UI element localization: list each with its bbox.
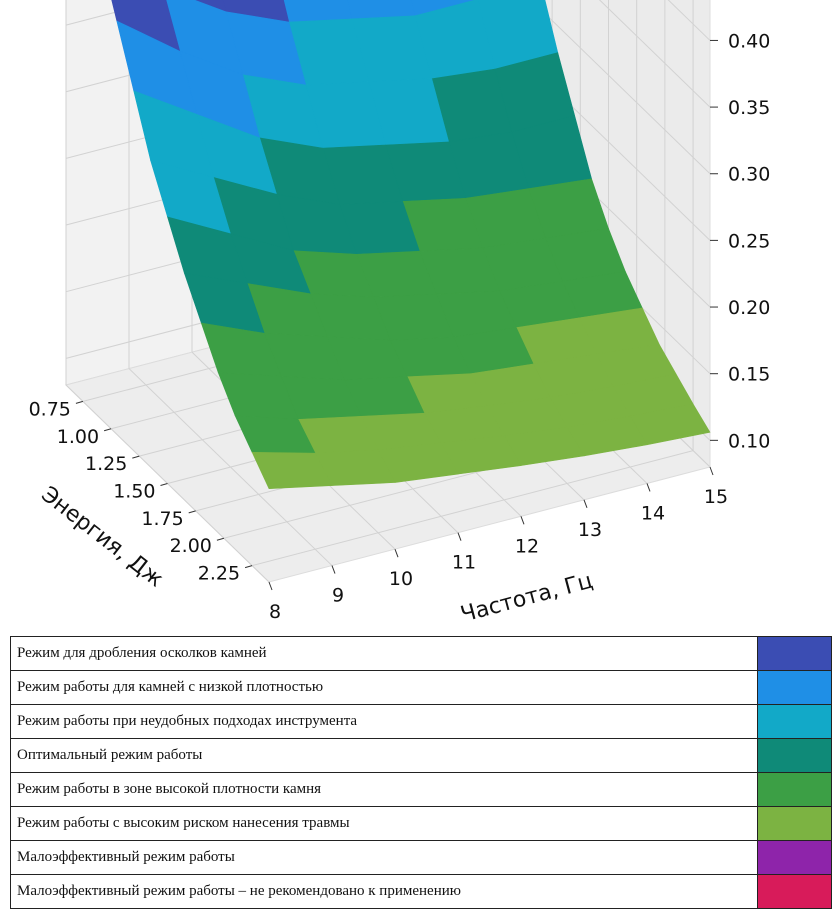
floor-grid-frequency bbox=[128, 368, 333, 566]
frequency-tick bbox=[268, 581, 273, 591]
legend-color-swatch bbox=[757, 670, 832, 705]
z-tick-label: 0.15 bbox=[728, 364, 770, 386]
surface-chart: 0.75 1.00 1.25 1.50 1.75 2.00 2.25 8 9 10 11 12 13 14… bbox=[29, 0, 771, 628]
frequency-tick-label: 9 bbox=[332, 585, 344, 607]
frequency-tick-label: 11 bbox=[452, 552, 476, 574]
legend-label: Режим для дробления осколков камней bbox=[10, 636, 758, 671]
legend-color-swatch bbox=[757, 636, 832, 671]
legend-color-swatch bbox=[757, 840, 832, 875]
energy-tick-label: 1.75 bbox=[141, 508, 183, 530]
energy-tick bbox=[103, 428, 112, 432]
energy-tick bbox=[160, 483, 168, 486]
z-tick-label: 0.40 bbox=[728, 30, 770, 52]
frequency-tick bbox=[520, 516, 525, 525]
legend-label: Режим работы при неудобных подходах инст… bbox=[10, 704, 758, 739]
frequency-tick-label: 15 bbox=[704, 486, 728, 508]
legend-row: Оптимальный режим работы bbox=[10, 738, 832, 773]
z-tick-label: 0.35 bbox=[728, 97, 770, 119]
tick-labels: 0.75 1.00 1.25 1.50 1.75 2.00 2.25 8 9 10 11 12 13 14… bbox=[29, 30, 771, 623]
frequency-tick bbox=[709, 466, 714, 476]
energy-tick bbox=[132, 455, 140, 459]
frequency-tick-label: 13 bbox=[578, 519, 602, 541]
z-tick-label: 0.30 bbox=[728, 164, 770, 186]
z-tick-label: 0.20 bbox=[728, 297, 770, 319]
legend-row: Режим для дробления осколков камней bbox=[10, 636, 832, 671]
frequency-tick-label: 14 bbox=[641, 502, 665, 524]
legend-label: Режим работы в зоне высокой плотности ка… bbox=[10, 772, 758, 807]
legend-row: Малоэффективный режим работы bbox=[10, 840, 832, 875]
frequency-tick bbox=[394, 548, 399, 558]
frequency-tick bbox=[583, 499, 588, 509]
energy-tick bbox=[244, 565, 253, 569]
wall-grid-z bbox=[598, 0, 711, 108]
frequency-tick-label: 12 bbox=[515, 535, 539, 557]
legend-row: Режим работы для камней с низкой плотнос… bbox=[10, 670, 832, 705]
legend-row: Режим работы в зоне высокой плотности ка… bbox=[10, 772, 832, 807]
frequency-tick-label: 8 bbox=[269, 601, 281, 623]
energy-tick-label: 1.00 bbox=[57, 426, 99, 448]
surface bbox=[111, 0, 711, 490]
energy-tick bbox=[75, 400, 84, 404]
regime-legend-table: Режим для дробления осколков камней Режим… bbox=[10, 636, 832, 909]
legend-row: Режим работы при неудобных подходах инст… bbox=[10, 704, 832, 739]
tick-marks bbox=[75, 39, 718, 591]
legend-label: Малоэффективный режим работы – не рекоме… bbox=[10, 874, 758, 909]
legend-label: Режим работы с высоким риском нанесения … bbox=[10, 806, 758, 841]
energy-tick bbox=[188, 510, 196, 514]
legend-label: Оптимальный режим работы bbox=[10, 738, 758, 773]
floor-grid-energy bbox=[251, 450, 694, 567]
energy-tick-label: 2.00 bbox=[170, 535, 212, 557]
legend-color-swatch bbox=[757, 772, 832, 807]
energy-tick-label: 1.25 bbox=[85, 453, 127, 475]
energy-tick-label: 0.75 bbox=[29, 398, 71, 420]
z-tick-label: 0.10 bbox=[728, 430, 770, 452]
frequency-tick-label: 10 bbox=[389, 568, 413, 590]
frequency-tick bbox=[331, 565, 336, 574]
energy-tick-label: 1.50 bbox=[113, 481, 155, 503]
legend-color-swatch bbox=[757, 704, 832, 739]
surface-patch bbox=[251, 451, 333, 490]
frequency-tick bbox=[457, 532, 462, 541]
legend-label: Режим работы для камней с низкой плотнос… bbox=[10, 670, 758, 705]
legend-color-swatch bbox=[757, 806, 832, 841]
energy-tick-label: 2.25 bbox=[198, 563, 240, 585]
legend-label: Малоэффективный режим работы bbox=[10, 840, 758, 875]
legend-color-swatch bbox=[757, 738, 832, 773]
frequency-tick bbox=[646, 483, 651, 492]
wall-grid-z bbox=[667, 0, 711, 41]
legend-color-swatch bbox=[757, 874, 832, 909]
legend-row: Малоэффективный режим работы – не рекоме… bbox=[10, 874, 832, 909]
energy-tick bbox=[216, 537, 225, 541]
legend-row: Режим работы с высоким риском нанесения … bbox=[10, 806, 832, 841]
y-axis-title: Частота, Гц bbox=[458, 569, 595, 628]
z-tick-label: 0.25 bbox=[728, 230, 770, 252]
